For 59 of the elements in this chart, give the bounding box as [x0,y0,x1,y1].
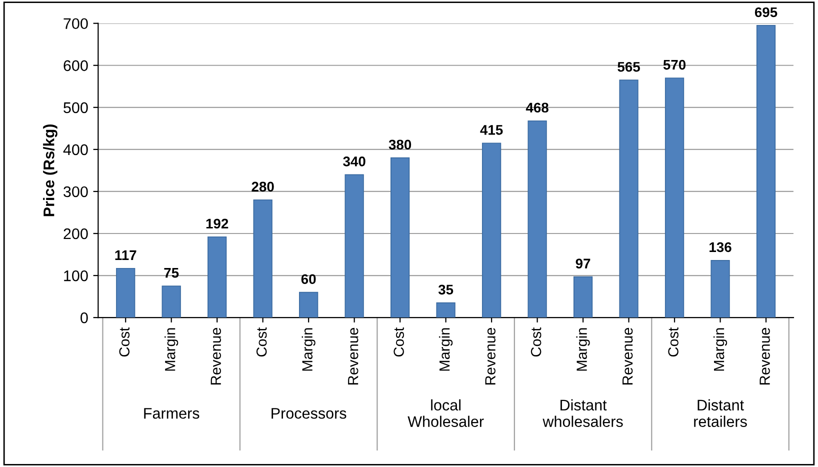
bar [664,78,684,318]
bar [528,120,547,318]
x-tick-label: Cost [530,327,542,357]
data-label: 117 [115,250,136,260]
x-tick-label: Cost [394,327,404,357]
x-tick-label: Revenue [485,328,496,384]
x-tick-label: Margin [302,328,316,371]
y-tick-label: 600 [64,60,88,72]
data-label: 415 [480,125,503,135]
bar [573,276,593,318]
data-label: 280 [252,182,274,192]
y-tick-label: 0 [80,312,88,324]
x-tick-label: Revenue [760,328,770,384]
y-tick-label: 100 [64,270,88,282]
bar [756,25,776,318]
bar [253,199,272,318]
y-tick-label: 400 [63,144,88,156]
data-label: 60 [301,274,316,284]
x-tick-label: Margin [576,328,590,371]
data-label: 695 [754,7,778,18]
x-tick-label: Margin [164,328,178,371]
data-label: 97 [576,258,590,268]
x-tick-label: Revenue [210,328,222,384]
bar [482,142,502,318]
bar [436,302,456,318]
data-label: 340 [343,156,366,166]
data-label: 136 [710,242,732,252]
bar [208,236,227,318]
bar [344,174,364,318]
text: local Wholesaler [408,399,484,427]
text: Processors [272,408,346,419]
bar [116,268,136,318]
x-tick-label: Revenue [348,328,358,384]
data-label: 565 [618,62,640,72]
text: Farmers [144,408,200,419]
data-label: 468 [526,102,548,113]
data-label: 35 [438,284,454,295]
y-tick-label: 300 [64,186,88,198]
bar [710,260,730,318]
bar [299,292,318,318]
bar [162,286,181,318]
data-label: 192 [206,218,228,229]
x-tick-label: Revenue [622,328,633,384]
x-tick-label: Cost [668,327,678,357]
text: Distant retailers [694,399,747,427]
y-axis-title: Price (Rs/kg) [43,124,58,216]
y-tick-label: 500 [64,102,88,114]
y-tick-label: 200 [64,228,88,240]
bar [619,80,638,318]
data-label: 75 [164,268,179,278]
y-tick-label: 700 [64,18,88,30]
data-label: 380 [388,140,412,150]
x-tick-label: Cost [119,327,130,357]
x-tick-label: Cost [256,327,267,357]
x-tick-label: Margin [439,328,453,371]
bar [390,157,410,318]
data-label: 570 [663,60,686,70]
x-tick-label: Margin [713,328,728,371]
text: Distant wholesalers [542,399,623,427]
